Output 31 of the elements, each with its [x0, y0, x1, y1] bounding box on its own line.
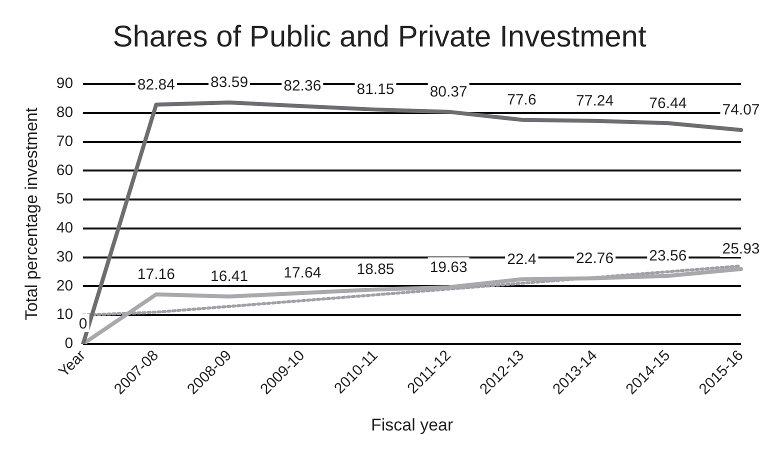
- y-tick-label: 50: [56, 190, 74, 208]
- data-label: 74.07: [722, 102, 760, 119]
- y-tick-label: 20: [56, 277, 74, 294]
- y-tick-label: 80: [56, 104, 74, 122]
- data-label: 76.44: [649, 94, 687, 112]
- data-label: 77.6: [507, 91, 536, 108]
- y-tick-label: 90: [56, 75, 74, 92]
- data-label: 16.41: [210, 268, 248, 286]
- y-tick-label: 10: [56, 306, 74, 324]
- y-axis-title: Total percentage investment: [22, 107, 41, 320]
- y-tick-label: 30: [56, 248, 74, 266]
- data-label: 25.93: [722, 240, 760, 258]
- data-label: 23.56: [649, 248, 687, 265]
- x-axis-title: Fiscal year: [370, 415, 454, 434]
- data-label: 0: [78, 316, 88, 333]
- data-label: 82.36: [284, 78, 322, 95]
- data-label: 80.37: [430, 83, 468, 100]
- data-label: 19.63: [430, 258, 468, 276]
- data-label: 77.24: [576, 92, 614, 110]
- data-label: 22.4: [507, 250, 536, 268]
- y-tick-label: 70: [56, 132, 74, 150]
- y-tick-label: 40: [56, 220, 74, 237]
- data-label: 82.84: [137, 76, 175, 94]
- data-label: 83.59: [210, 74, 248, 92]
- data-label: 81.15: [356, 81, 394, 98]
- data-label: 17.64: [284, 264, 322, 282]
- y-tick-label: 60: [56, 162, 74, 179]
- chart-title: Shares of Public and Private Investment: [112, 20, 647, 54]
- data-label: 22.76: [576, 250, 614, 267]
- data-label: 18.85: [356, 261, 394, 278]
- data-label: 17.16: [137, 266, 175, 284]
